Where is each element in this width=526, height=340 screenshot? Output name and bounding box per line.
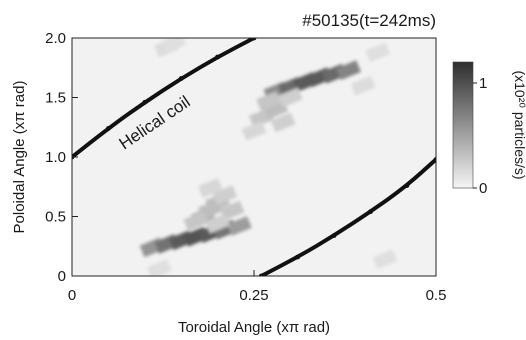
intensity-cell [270,112,296,133]
y-tick-label: 0.5 [45,209,66,226]
intensity-cell [161,38,187,53]
y-axis-label: Poloidal Angle (xπ rad) [11,81,28,234]
helical-coil-point [404,183,410,189]
intensity-cell [212,185,238,205]
intensity-cell [147,259,172,276]
plot-area [72,38,436,276]
colorbar-ticks: 01 [473,75,487,197]
intensity-cell [350,75,376,96]
intensity-cell [336,60,361,80]
intensity-cell [227,216,252,236]
helical-coil-point [215,54,221,60]
colorbar-tick-label: 0 [479,180,487,197]
y-tick-label: 0 [58,268,66,285]
helical-coil-point [251,38,257,41]
helical-coil-point [368,209,373,215]
helical-coil-layer [72,38,436,276]
x-tick-label: 0 [68,287,76,304]
helical-coil-point [106,125,111,131]
helical-coil-point [295,254,301,260]
y-tick-label: 2.0 [45,30,66,47]
intensity-cell [278,87,303,108]
axis-ticks: 0 0.25 0.5 0 0.5 1.0 1.5 2.0 [45,30,446,304]
colorbar-label: (x10²⁰ particles/s) [512,70,526,179]
intensity-layer [139,38,398,276]
y-tick-label: 1.5 [45,90,66,107]
intensity-cell [241,120,267,141]
helical-coil-point [433,157,436,162]
helical-coil-point [178,76,184,81]
helical-coil-point [142,99,148,105]
x-axis-label: Toroidal Angle (xπ rad) [178,319,330,336]
intensity-cell [183,211,209,232]
x-tick-label: 0.5 [426,287,447,304]
helical-coil-line-1 [72,38,256,159]
x-tick-label: 0.25 [239,287,268,304]
helical-coil-point [258,273,264,276]
helical-coil-line-2 [259,157,436,276]
intensity-cell [365,42,391,63]
intensity-cell [256,91,281,111]
intensity-cell [372,249,398,270]
intensity-cell [198,178,223,198]
chart-title: #50135(t=242ms) [302,11,436,30]
colorbar [452,61,474,189]
helical-coil-point [331,233,337,238]
y-tick-label: 1.0 [45,149,66,166]
colorbar-tick-label: 1 [479,75,487,92]
intensity-cell [205,213,230,234]
intensity-cell [219,200,245,221]
